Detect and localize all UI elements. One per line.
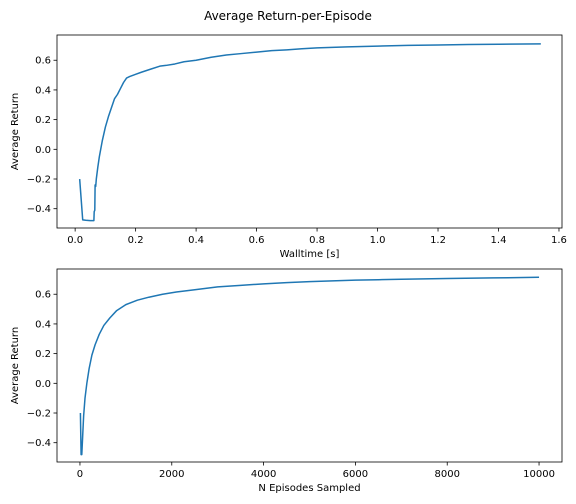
y-tick-label: 0.4	[35, 85, 51, 96]
x-tick-label: 0.0	[67, 235, 83, 246]
y-tick-label: 0.0	[35, 145, 51, 156]
y-tick-label: 0.2	[35, 349, 51, 360]
x-tick-label: 6000	[343, 469, 368, 480]
axes-frame	[56, 268, 563, 463]
x-tick-label: 0.4	[188, 235, 204, 246]
x-tick-label: 0.8	[309, 235, 325, 246]
y-tick-label: −0.2	[27, 175, 51, 186]
x-tick-label: 1.2	[430, 235, 446, 246]
x-tick-label: 1.6	[551, 235, 567, 246]
x-tick-label: 0.2	[128, 235, 144, 246]
y-tick-label: −0.2	[27, 409, 51, 420]
x-axis-label: Walltime [s]	[280, 249, 340, 260]
x-tick-label: 1.0	[370, 235, 386, 246]
y-tick-label: 0.0	[35, 379, 51, 390]
figure-suptitle: Average Return-per-Episode	[204, 9, 372, 23]
x-tick-label: 0	[77, 469, 83, 480]
x-tick-label: 2000	[159, 469, 184, 480]
y-tick-label: 0.6	[35, 290, 51, 301]
x-tick-label: 0.6	[249, 235, 265, 246]
x-axis-label: N Episodes Sampled	[258, 483, 360, 494]
x-tick-label: 1.4	[491, 235, 507, 246]
x-tick-label: 4000	[251, 469, 276, 480]
axes-frame	[56, 34, 563, 229]
y-axis-label: Average Return	[10, 327, 21, 404]
series-line-0	[79, 276, 540, 456]
y-tick-label: 0.4	[35, 319, 51, 330]
x-tick-label: 10000	[523, 469, 555, 480]
episodes-axes: 0 2000 4000 6000 8000 10000 −0.4 −0.2 0.0 0.2 0.4 0…	[10, 268, 563, 494]
y-tick-label: −0.4	[27, 204, 51, 215]
y-tick-label: 0.6	[35, 56, 51, 67]
y-tick-label: −0.4	[27, 438, 51, 449]
x-tick-label: 8000	[435, 469, 460, 480]
series-line-0	[78, 43, 541, 222]
y-tick-label: 0.2	[35, 115, 51, 126]
walltime-axes: 0.0 0.2 0.4 0.6 0.8 1.0 1.2 1.4 1.6 −0.4 −0.2 0.0 0.…	[10, 34, 567, 260]
y-axis-label: Average Return	[10, 93, 21, 170]
